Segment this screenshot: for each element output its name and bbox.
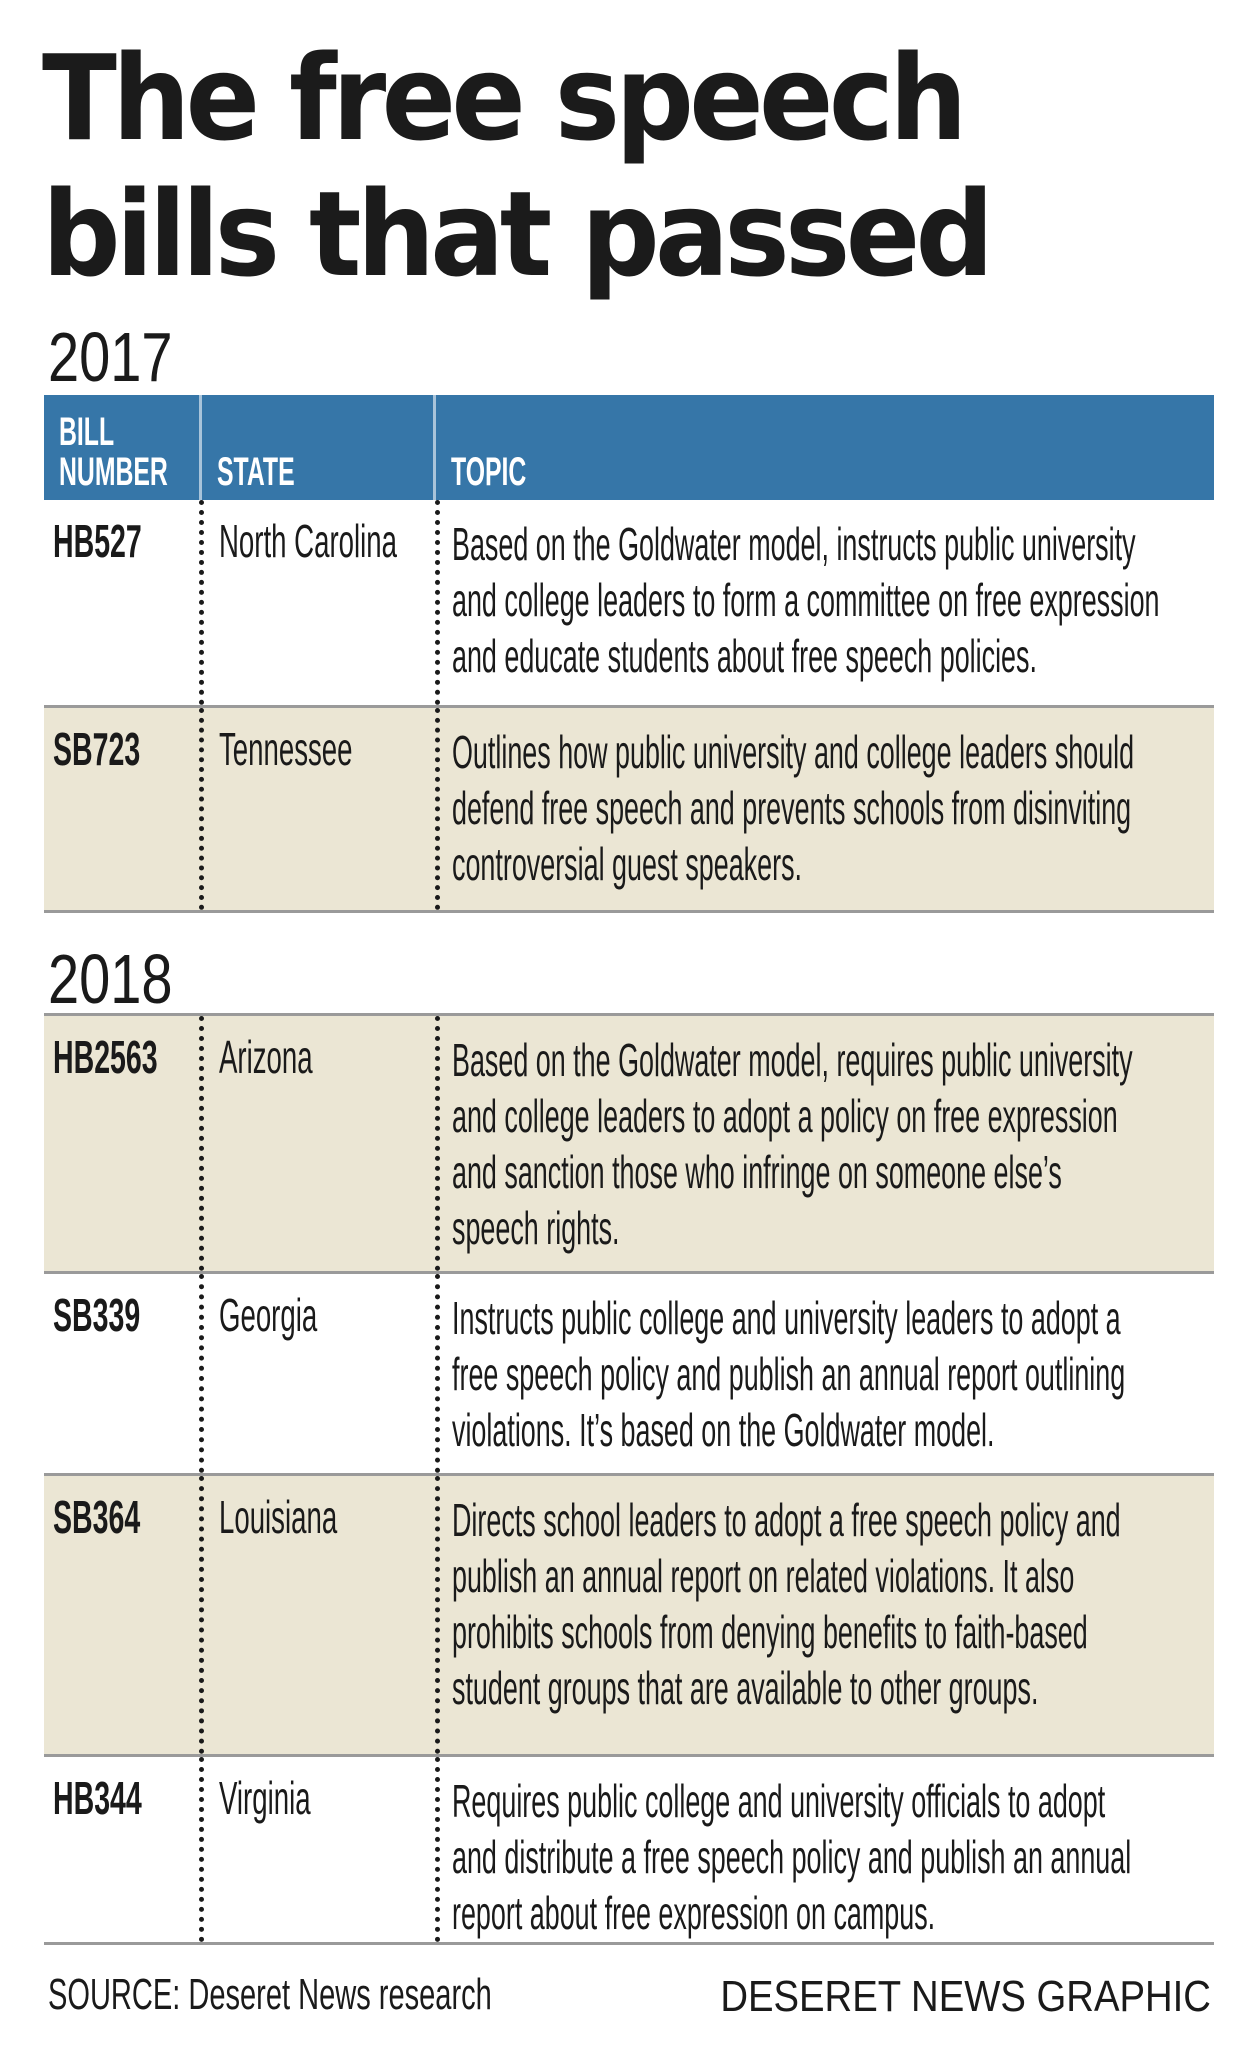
topic-line: Outlines how public university and colle…: [452, 726, 1135, 778]
topic-line: and college leaders to adopt a policy on…: [452, 1090, 1118, 1142]
header-bill-line-1: BILL: [59, 410, 115, 454]
topic-cell: Instructs public college and university …: [440, 1274, 1214, 1473]
title-line-1: The free speech: [42, 29, 967, 167]
topic-line: publish an annual report on related viol…: [452, 1550, 1075, 1602]
state-name: Louisiana: [219, 1491, 338, 1543]
state-name: North Carolina: [219, 515, 397, 567]
topic-line: student groups that are available to oth…: [452, 1662, 1039, 1714]
table-row: SB339 Georgia Instructs public college and…: [44, 1274, 1214, 1476]
topic-line: speech rights.: [452, 1202, 620, 1254]
state-name: Georgia: [219, 1289, 318, 1341]
topic-text: Requires public college and university o…: [452, 1773, 1251, 1941]
topic-text: Based on the Goldwater model, instructs …: [452, 516, 1251, 684]
table-row: HB2563 Arizona Based on the Goldwater mode…: [44, 1016, 1214, 1274]
bill-number: SB364: [53, 1491, 141, 1543]
bill-cell: SB339: [44, 1274, 204, 1473]
bill-cell: SB364: [44, 1476, 204, 1754]
bill-number: HB527: [53, 515, 142, 567]
topic-line: Directs school leaders to adopt a free s…: [452, 1494, 1121, 1546]
topic-line: Based on the Goldwater model, requires p…: [452, 1034, 1133, 1086]
year-heading-2018: 2018: [48, 940, 173, 1018]
topic-line: and distribute a free speech policy and …: [452, 1831, 1132, 1883]
topic-line: defend free speech and prevents schools …: [452, 782, 1132, 834]
topic-text: Directs school leaders to adopt a free s…: [452, 1492, 1251, 1716]
state-name: Tennessee: [219, 723, 353, 775]
bill-cell: SB723: [44, 708, 204, 910]
topic-line: controversial guest speakers.: [452, 838, 803, 890]
bill-number: HB2563: [53, 1031, 158, 1083]
header-state: STATE: [202, 395, 436, 500]
bill-number: SB723: [53, 723, 141, 775]
topic-line: and college leaders to form a committee …: [452, 574, 1160, 626]
graphic-credit: DESERET NEWS GRAPHIC: [720, 1972, 1211, 2021]
title-line-2: bills that passed: [42, 165, 994, 303]
topic-cell: Outlines how public university and colle…: [440, 708, 1214, 910]
state-cell: Georgia: [204, 1274, 440, 1473]
topic-line: free speech policy and publish an annual…: [452, 1348, 1126, 1400]
header-bill-line-2: NUMBER: [59, 450, 168, 494]
state-cell: Tennessee: [204, 708, 440, 910]
state-cell: Virginia: [204, 1757, 440, 1942]
state-cell: Louisiana: [204, 1476, 440, 1754]
bill-cell: HB2563: [44, 1016, 204, 1271]
topic-line: report about free expression on campus.: [452, 1887, 936, 1939]
state-name: Arizona: [219, 1031, 313, 1083]
topic-text: Based on the Goldwater model, requires p…: [452, 1032, 1251, 1256]
topic-line: violations. It’s based on the Goldwater …: [452, 1404, 995, 1456]
header-bill-number: BILL NUMBER: [44, 395, 202, 500]
topic-text: Outlines how public university and colle…: [452, 724, 1251, 892]
topic-cell: Requires public college and university o…: [440, 1757, 1214, 1942]
bills-table-2018: HB2563 Arizona Based on the Goldwater mode…: [44, 1013, 1214, 1945]
topic-line: prohibits schools from denying benefits …: [452, 1606, 1088, 1658]
bill-number: HB344: [53, 1772, 142, 1824]
topic-line: Instructs public college and university …: [452, 1292, 1121, 1344]
state-name: Virginia: [219, 1772, 311, 1824]
state-cell: Arizona: [204, 1016, 440, 1271]
topic-line: and educate students about free speech p…: [452, 630, 1037, 682]
topic-text: Instructs public college and university …: [452, 1290, 1251, 1458]
page-title: The free speech bills that passed: [42, 29, 994, 303]
table-row: SB723 Tennessee Outlines how public univer…: [44, 708, 1214, 913]
table-header: BILL NUMBER STATE TOPIC: [44, 395, 1214, 500]
bills-table-2017: BILL NUMBER STATE TOPIC HB527 North Caroli…: [44, 395, 1214, 913]
state-cell: North Carolina: [204, 500, 440, 705]
topic-line: Based on the Goldwater model, instructs …: [452, 518, 1136, 570]
topic-line: Requires public college and university o…: [452, 1775, 1106, 1827]
topic-cell: Based on the Goldwater model, requires p…: [440, 1016, 1214, 1271]
table-row: SB364 Louisiana Directs school leaders to …: [44, 1476, 1214, 1757]
topic-cell: Based on the Goldwater model, instructs …: [440, 500, 1214, 705]
bill-cell: HB527: [44, 500, 204, 705]
bill-cell: HB344: [44, 1757, 204, 1942]
table-row: HB527 North Carolina Based on the Goldwate…: [44, 500, 1214, 708]
year-heading-2017: 2017: [48, 318, 173, 396]
bill-number: SB339: [53, 1289, 141, 1341]
topic-cell: Directs school leaders to adopt a free s…: [440, 1476, 1214, 1754]
topic-line: and sanction those who infringe on someo…: [452, 1146, 1062, 1198]
header-topic: TOPIC: [451, 450, 527, 494]
source-note: SOURCE: Deseret News research: [48, 1970, 492, 2019]
table-row: HB344 Virginia Requires public college and…: [44, 1757, 1214, 1945]
